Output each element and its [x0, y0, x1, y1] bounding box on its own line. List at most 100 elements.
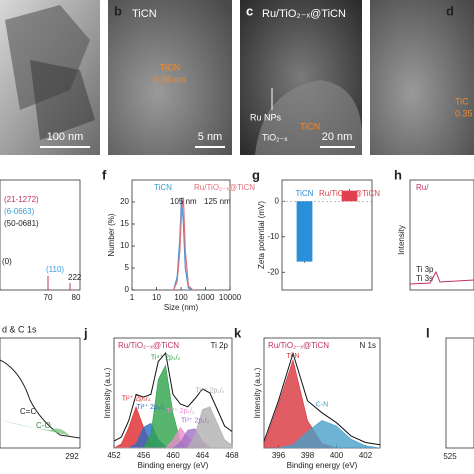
x-tick-label: 452 — [107, 451, 121, 460]
plot-frame — [0, 179, 81, 291]
bar — [296, 201, 313, 262]
spectrum-line — [113, 351, 233, 442]
panel-i: d & C 1s C=C C-O 292 — [0, 324, 81, 461]
annotation: 0.38 nm — [154, 74, 187, 84]
x-tick-label: 1000 — [197, 293, 215, 302]
spectrum-line — [263, 351, 381, 446]
panel-label: f — [102, 167, 107, 182]
category-label: Ru/TiO₂₋ₓ@TiCN — [319, 189, 380, 198]
annotation: Ru NPs — [250, 112, 282, 122]
x-tick-label: 456 — [137, 451, 151, 460]
spectrum — [409, 270, 474, 285]
component-area — [264, 420, 381, 449]
x-axis-label: Size (nm) — [164, 303, 199, 312]
panel-label: l — [426, 325, 430, 340]
category-label: TiCN — [296, 189, 314, 198]
legend-entry: TiCN — [154, 183, 172, 192]
x-tick-label: 400 — [330, 451, 344, 460]
legend-text: (6-0663) — [4, 207, 35, 216]
panel-label: k — [234, 325, 242, 340]
peak-label: C=C — [20, 407, 36, 416]
annotation: TiCN — [300, 121, 320, 131]
y-axis-label: Intensity (a.u.) — [253, 367, 262, 418]
scale-label: 20 nm — [322, 131, 353, 143]
component-label: Ti³⁺ 2p₃/₂ — [136, 403, 165, 411]
legend-text: (50-0681) — [4, 219, 39, 228]
peak-label: C-O — [36, 421, 51, 430]
panel-title: Ru/TiO₂₋ₓ@TiCN — [262, 8, 346, 20]
panel-label: d — [446, 3, 454, 18]
sample-label: Ru/TiO₂₋ₓ@TiCN — [118, 341, 179, 350]
scale-label: 5 nm — [198, 131, 222, 143]
plot-frame — [281, 179, 373, 291]
tick-label: 80 — [72, 293, 81, 302]
component-label: Ti-N — [287, 353, 300, 360]
component-label: C-N — [316, 401, 328, 408]
tick-label: 525 — [443, 452, 457, 461]
y-tick-label: 10 — [120, 241, 129, 250]
bar — [341, 190, 358, 202]
tick-label: 70 — [44, 293, 53, 302]
legend-text: (21-1272) — [4, 195, 39, 204]
x-tick-label: 10 — [152, 293, 161, 302]
annotation: 125 nm — [204, 197, 231, 206]
legend-entry: Ru/TiO₂₋ₓ@TiCN — [194, 183, 255, 192]
series-line — [173, 197, 194, 291]
y-tick-label: -10 — [267, 232, 279, 241]
x-tick-label: 1 — [130, 293, 135, 302]
annotation: 105 nm — [170, 197, 197, 206]
region-label: d & C 1s — [2, 324, 37, 334]
y-tick-label: 5 — [125, 263, 130, 272]
x-tick-label: 396 — [272, 451, 286, 460]
sample-label: Ru/ — [416, 183, 429, 192]
plot-frame — [445, 337, 474, 449]
scale-label: 100 nm — [47, 131, 84, 143]
panel-d: d TiC 0.35 — [370, 0, 474, 155]
x-tick-label: 464 — [196, 451, 210, 460]
panel-h: h Ru/ Intensity Ti 3p Ti 3s — [394, 167, 474, 291]
x-tick-label: 402 — [359, 451, 373, 460]
y-axis-label: Zeta potential (mV) — [257, 201, 266, 269]
micrograph — [108, 0, 232, 155]
series-line — [173, 197, 193, 291]
component-label: Ti³⁺ 2p₁/₂ — [181, 417, 210, 425]
micrograph — [370, 0, 474, 155]
annotation: TiC — [455, 96, 469, 106]
panel-b: b TiCN TiCN 0.38 nm 5 nm — [108, 0, 232, 155]
x-tick-label: 460 — [166, 451, 180, 460]
peak-label: (110) — [46, 265, 64, 274]
peak-label: 222 — [68, 273, 82, 282]
annotation: TiCN — [160, 62, 180, 72]
plot-frame — [409, 179, 474, 291]
region-label: Ti 2p — [211, 341, 229, 350]
annotation: 0.35 — [455, 108, 473, 118]
peak-label: Ti 3p — [416, 265, 434, 274]
tick-label: 292 — [65, 452, 79, 461]
annotation: TiO₂₋ₓ — [262, 132, 287, 142]
y-tick-label: 15 — [120, 219, 129, 228]
component-area — [114, 406, 233, 449]
y-axis-label: Intensity (a.u.) — [103, 367, 112, 418]
panel-label: c — [246, 3, 253, 18]
panel-label: b — [114, 3, 122, 18]
component-label: Ti²⁺ 2p₁/₂ — [166, 407, 195, 415]
particle — [30, 60, 95, 140]
panel-label: g — [252, 167, 260, 182]
y-tick-label: -20 — [267, 267, 279, 276]
panel-title: TiCN — [132, 8, 157, 20]
particle — [255, 80, 362, 155]
y-tick-label: 20 — [120, 197, 129, 206]
peak-label: (0) — [2, 257, 12, 266]
panel-l: l 525 — [426, 325, 474, 461]
x-tick-label: 468 — [225, 451, 239, 460]
y-tick-label: 0 — [275, 196, 280, 205]
component-label: Ti⁴⁺ 2p₁/₂ — [195, 387, 224, 395]
component-label: Ti⁴⁺ 2p₃/₂ — [151, 353, 181, 361]
panel-label: h — [394, 167, 402, 182]
y-tick-label: 0 — [125, 285, 130, 294]
panel-label: j — [83, 325, 88, 340]
x-axis-label: Binding energy (eV) — [287, 461, 358, 470]
x-tick-label: 398 — [301, 451, 315, 460]
